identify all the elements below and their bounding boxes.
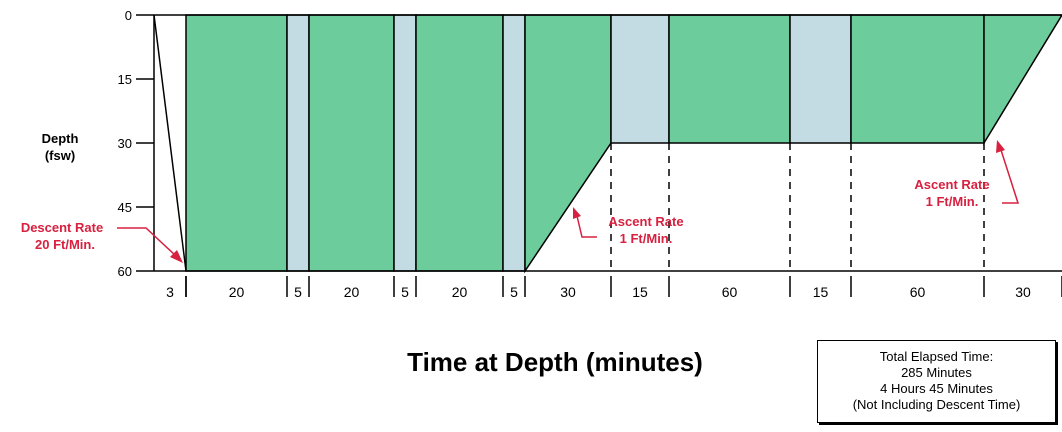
total-box-line1: Total Elapsed Time: bbox=[879, 349, 994, 364]
duration-label-0: 3 bbox=[166, 284, 174, 300]
ascent-rate-2-leader bbox=[1000, 149, 1020, 204]
duration-labels: 3 20 5 20 5 20 5 30 15 60 15 60 30 bbox=[166, 276, 1062, 300]
segment-oxygen-9 bbox=[668, 14, 791, 144]
duration-label-8: 15 bbox=[632, 284, 648, 300]
y-tick-label-60: 60 bbox=[118, 264, 132, 279]
ascent-rate-2-arrowhead bbox=[996, 140, 1005, 153]
duration-label-12: 30 bbox=[1015, 284, 1031, 300]
duration-label-1: 20 bbox=[229, 284, 245, 300]
duration-label-9: 60 bbox=[722, 284, 738, 300]
y-axis-label-line1: Depth bbox=[42, 131, 79, 146]
ascent-rate-1-arrowhead bbox=[573, 207, 581, 219]
total-box-line2: 285 Minutes bbox=[901, 365, 972, 380]
duration-label-2: 5 bbox=[294, 284, 302, 300]
duration-label-5: 20 bbox=[452, 284, 468, 300]
total-box-line4: (Not Including Descent Time) bbox=[852, 397, 1021, 412]
segment-oxygen-11 bbox=[850, 14, 985, 144]
duration-label-4: 5 bbox=[401, 284, 409, 300]
ascent-rate-2-line1: Ascent Rate bbox=[914, 177, 989, 192]
segment-air-2 bbox=[286, 14, 310, 272]
y-axis-label-line2: (fsw) bbox=[45, 148, 75, 163]
ascent-rate-1-line2: 1 Ft/Min. bbox=[620, 231, 673, 246]
segment-air-10 bbox=[789, 14, 852, 144]
descent-rate-arrowhead bbox=[170, 250, 183, 263]
y-tick-label-30: 30 bbox=[118, 136, 132, 151]
segment-air-4 bbox=[393, 14, 417, 272]
total-elapsed-time-box: Total Elapsed Time: 285 Minutes 4 Hours … bbox=[817, 340, 1056, 423]
descent-rate-line1: Descent Rate bbox=[21, 220, 103, 235]
y-tick-label-15: 15 bbox=[118, 72, 132, 87]
y-tick-label-45: 45 bbox=[118, 200, 132, 215]
segment-outlines bbox=[153, 14, 1062, 272]
ascent-rate-1-line1: Ascent Rate bbox=[608, 214, 683, 229]
duration-label-6: 5 bbox=[510, 284, 518, 300]
x-axis-title: Time at Depth (minutes) bbox=[407, 347, 703, 377]
descent-rate-leader bbox=[117, 227, 177, 257]
descent-rate-annotation: Descent Rate 20 Ft/Min. bbox=[21, 220, 183, 263]
segment-oxygen-5 bbox=[415, 14, 504, 272]
dashed-guides bbox=[610, 143, 985, 271]
duration-label-11: 60 bbox=[910, 284, 926, 300]
y-axis-ticks: 0 15 30 45 60 bbox=[118, 8, 154, 279]
ascent-rate-annotation-2: Ascent Rate 1 Ft/Min. bbox=[914, 140, 1020, 209]
descent-rate-line2: 20 Ft/Min. bbox=[35, 237, 95, 252]
duration-label-3: 20 bbox=[344, 284, 360, 300]
segment-air-8 bbox=[610, 14, 670, 144]
duration-label-7: 30 bbox=[560, 284, 576, 300]
segment-oxygen-3 bbox=[308, 14, 395, 272]
total-box-line3: 4 Hours 45 Minutes bbox=[880, 381, 993, 396]
descent-line bbox=[153, 14, 187, 272]
ascent-rate-annotation-1: Ascent Rate 1 Ft/Min. bbox=[573, 207, 684, 246]
segment-air-6 bbox=[502, 14, 526, 272]
segment-oxygen-12 bbox=[983, 14, 1062, 146]
segment-oxygen-1 bbox=[185, 14, 288, 272]
y-tick-label-0: 0 bbox=[125, 8, 132, 23]
ascent-rate-1-leader bbox=[576, 215, 597, 238]
duration-label-10: 15 bbox=[813, 284, 829, 300]
segment-oxygen-7 bbox=[524, 14, 612, 274]
ascent-rate-2-line2: 1 Ft/Min. bbox=[926, 194, 979, 209]
